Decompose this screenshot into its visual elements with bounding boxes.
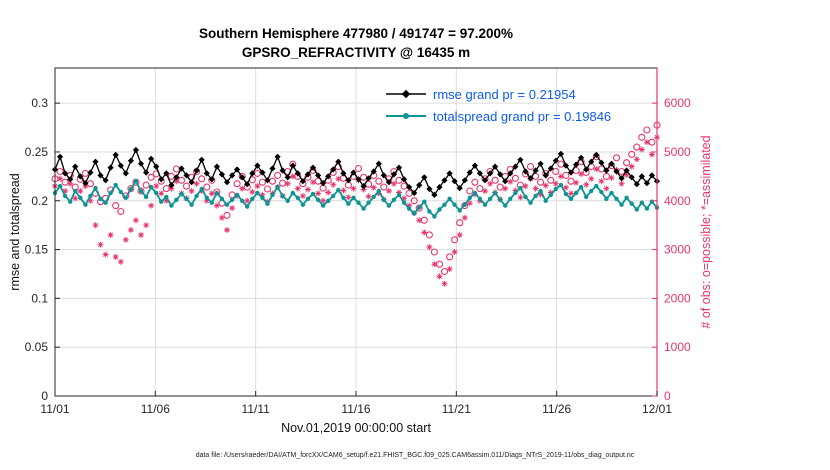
- x-axis-label: Nov.01,2019 00:00:00 start: [281, 421, 431, 435]
- svg-text:0.25: 0.25: [25, 145, 49, 159]
- svg-text:11/26: 11/26: [542, 402, 571, 416]
- svg-text:11/16: 11/16: [341, 402, 370, 416]
- legend: rmse grand pr = 0.21954 totalspread gran…: [386, 83, 611, 127]
- title-line-2: GPSRO_REFRACTIVITY @ 16435 m: [241, 45, 471, 60]
- svg-text:2000: 2000: [664, 291, 691, 305]
- legend-label-totalspread: totalspread grand pr = 0.19846: [433, 108, 612, 124]
- svg-text:1000: 1000: [664, 340, 691, 354]
- legend-label-rmse: rmse grand pr = 0.21954: [433, 86, 576, 102]
- rmse-line-icon: [386, 89, 426, 99]
- legend-entry-rmse: rmse grand pr = 0.21954: [386, 83, 611, 105]
- svg-text:0.1: 0.1: [31, 291, 48, 305]
- svg-text:0.3: 0.3: [31, 96, 48, 110]
- svg-text:11/11: 11/11: [242, 402, 271, 416]
- svg-text:6000: 6000: [664, 96, 691, 110]
- svg-text:4000: 4000: [664, 194, 691, 208]
- svg-text:0.15: 0.15: [25, 243, 49, 257]
- right-y-axis-label: # of obs: o=possible; *=assimilated: [699, 135, 713, 329]
- legend-entry-totalspread: totalspread grand pr = 0.19846: [386, 105, 611, 127]
- svg-text:12/01: 12/01: [642, 402, 672, 416]
- svg-text:0: 0: [664, 389, 671, 403]
- svg-text:0.05: 0.05: [25, 340, 49, 354]
- title-line-1: Southern Hemisphere 477980 / 491747 = 97…: [198, 26, 514, 41]
- svg-text:11/21: 11/21: [442, 402, 471, 416]
- svg-text:11/01: 11/01: [40, 402, 69, 416]
- svg-text:3000: 3000: [664, 243, 691, 257]
- plot-title: Southern Hemisphere 477980 / 491747 = 97…: [55, 24, 657, 62]
- totalspread-line-icon: [386, 113, 426, 119]
- svg-text:5000: 5000: [664, 145, 691, 159]
- data-file-caption: data file: /Users/raeder/DAI/ATM_forcXX/…: [195, 452, 635, 459]
- left-y-axis-label: rmse and totalspread: [8, 173, 22, 291]
- svg-text:11/06: 11/06: [141, 402, 170, 416]
- svg-text:0.2: 0.2: [31, 194, 48, 208]
- svg-text:0: 0: [41, 389, 48, 403]
